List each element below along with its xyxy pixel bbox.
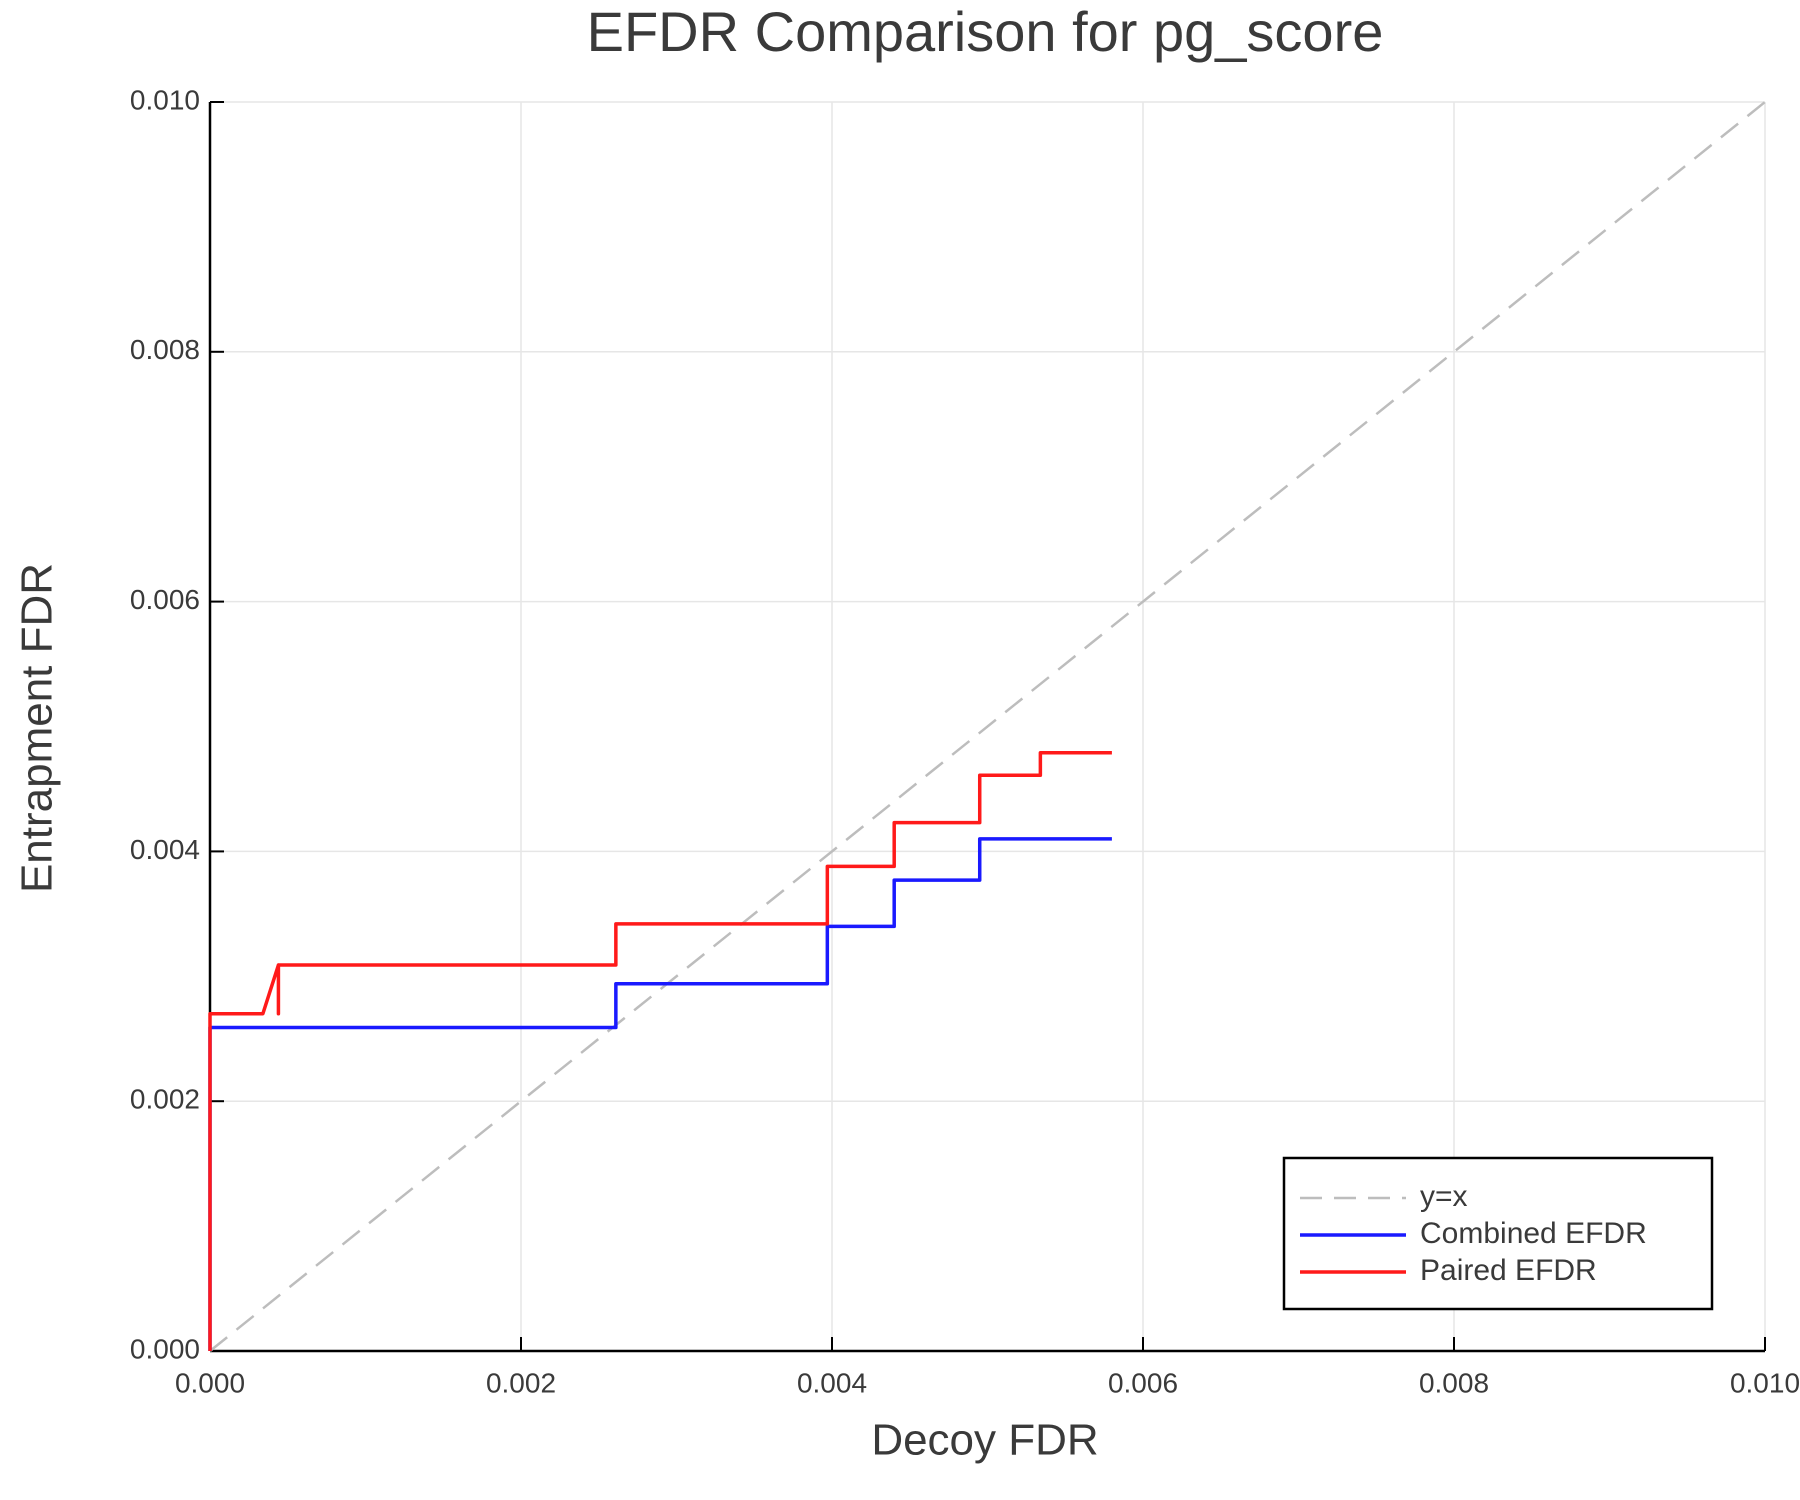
x-axis-label: Decoy FDR [871,1416,1098,1465]
y-axis-label: Entrapment FDR [13,563,62,893]
x-tick-label: 0.010 [1730,1367,1800,1398]
x-tick-label: 0.008 [1419,1367,1489,1398]
x-tick-label: 0.006 [1108,1367,1178,1398]
line-series [209,101,1766,1352]
line-series [208,750,1112,1351]
y-tick-label: 0.010 [130,84,200,115]
y-tick-label: 0.008 [130,334,200,365]
x-tick-label: 0.002 [486,1367,556,1398]
legend: y=x Combined EFDR Paired EFDR [1282,1156,1714,1311]
legend-label: y=x [1420,1180,1468,1213]
y-tick-label: 0.002 [130,1084,200,1115]
chart-title: EFDR Comparison for pg_score [587,0,1384,63]
y-tick-label: 0.000 [130,1333,200,1364]
y-tick-label: 0.004 [130,834,200,865]
x-tick-label: 0.004 [797,1367,867,1398]
x-tick-label: 0.000 [175,1367,245,1398]
line-series [208,837,1112,1351]
legend-label: Paired EFDR [1420,1254,1597,1287]
legend-label: Combined EFDR [1420,1217,1647,1250]
y-tick-label: 0.006 [130,584,200,615]
